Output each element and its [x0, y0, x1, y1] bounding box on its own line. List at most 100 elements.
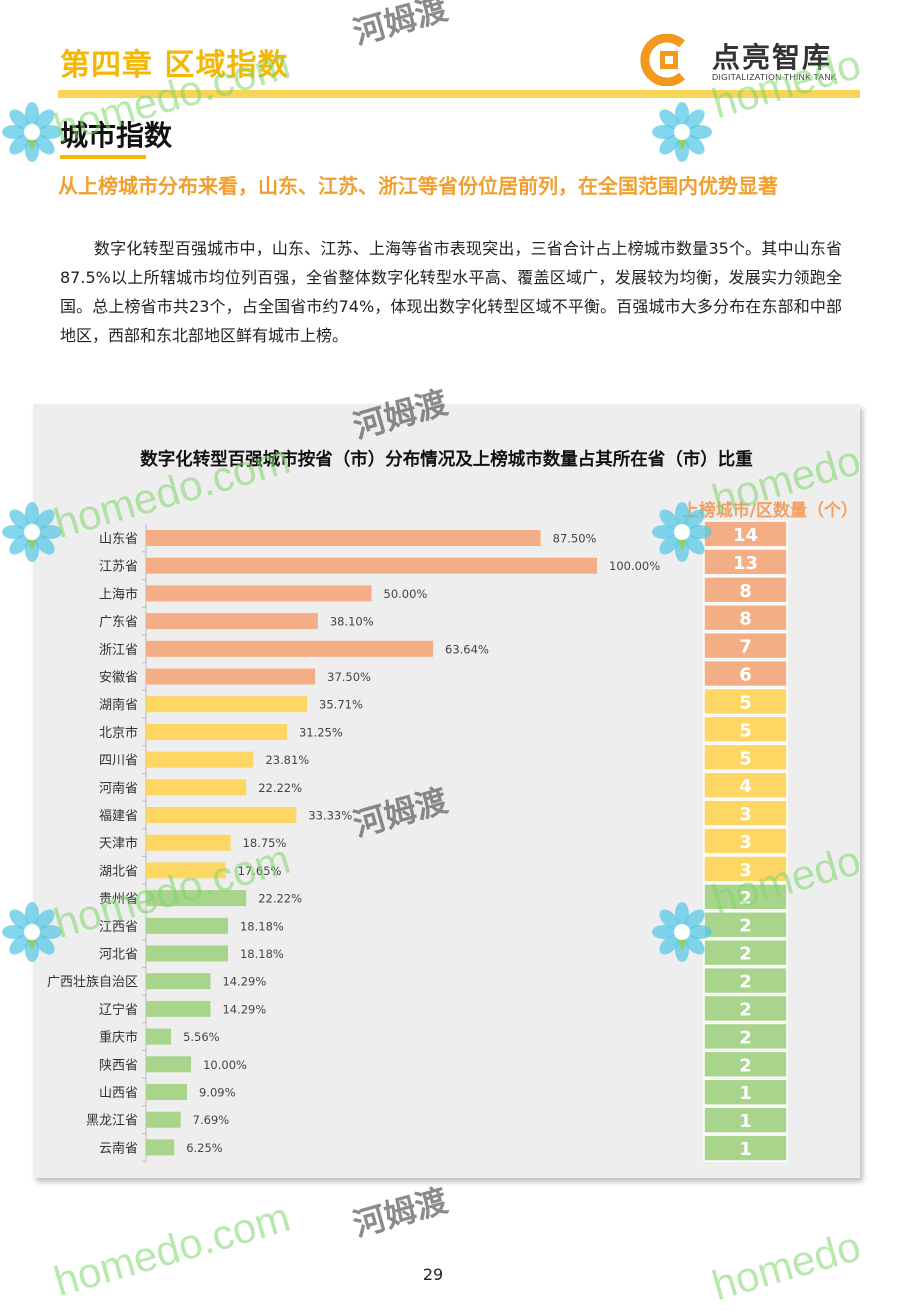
category-label: 陕西省 — [99, 1058, 138, 1073]
bar — [146, 751, 254, 768]
count-cell — [703, 659, 788, 688]
count-value: 13 — [733, 553, 758, 574]
category-label: 浙江省 — [99, 643, 138, 658]
category-label: 山东省 — [99, 532, 138, 547]
count-cell — [703, 1134, 788, 1162]
section-body-paragraph: 数字化转型百强城市中，山东、江苏、上海等省市表现突出，三省合计占上榜城市数量35… — [60, 239, 842, 345]
count-value: 2 — [739, 1027, 752, 1048]
bar — [146, 723, 287, 740]
bar-value-label: 33.33% — [308, 809, 352, 823]
page-number: 29 — [422, 1265, 444, 1284]
brand-subtitle: DIGITALIZATION THINK TANK — [712, 72, 837, 82]
count-value: 6 — [739, 665, 752, 686]
count-cell — [703, 743, 788, 771]
bar — [146, 890, 247, 907]
bar-value-label: 37.50% — [327, 670, 371, 684]
category-label: 辽宁省 — [99, 1002, 138, 1018]
count-cell — [703, 883, 788, 911]
chart-title: 数字化转型百强城市按省（市）分布情况及上榜城市数量占其所在省（市）比重 — [140, 450, 753, 470]
count-value: 2 — [739, 944, 752, 965]
count-value: 5 — [739, 720, 752, 741]
bar — [146, 1056, 192, 1073]
category-label: 重庆市 — [99, 1030, 138, 1046]
bar-value-label: 50.00% — [384, 587, 428, 601]
bar-value-label: 23.81% — [265, 753, 309, 767]
bar — [146, 640, 434, 657]
chapter-title: 第四章 区域指数 — [60, 48, 289, 83]
bar — [146, 834, 231, 851]
count-cell — [703, 855, 788, 883]
section-title-underline — [60, 155, 146, 159]
category-label: 江西省 — [99, 920, 138, 935]
count-cell — [703, 1050, 788, 1079]
bar-value-label: 18.75% — [243, 836, 287, 850]
count-cell — [703, 911, 788, 939]
count-value: 5 — [739, 748, 752, 769]
category-label: 广西壮族自治区 — [47, 974, 138, 990]
count-value: 1 — [739, 1139, 752, 1160]
count-value: 3 — [739, 832, 752, 853]
count-cell — [703, 1078, 788, 1106]
count-value: 1 — [739, 1083, 752, 1104]
category-label: 贵州省 — [99, 892, 138, 907]
count-value: 5 — [739, 692, 752, 713]
section-headline: 从上榜城市分布来看，山东、江苏、浙江等省份位居前列，在全国范围内优势显著 — [58, 174, 778, 198]
category-label: 安徽省 — [99, 671, 138, 686]
bar-value-label: 38.10% — [330, 615, 374, 629]
count-value: 14 — [733, 525, 758, 546]
category-label: 云南省 — [99, 1140, 138, 1156]
bar — [146, 530, 541, 546]
brand-logo-mark-icon — [640, 34, 686, 86]
bar — [146, 973, 211, 990]
bar — [146, 557, 597, 574]
bar-value-label: 10.00% — [203, 1058, 247, 1072]
bar-value-label: 7.69% — [193, 1113, 230, 1127]
category-label: 河北省 — [99, 948, 138, 963]
bar — [146, 807, 297, 823]
count-cell — [703, 1022, 788, 1051]
count-cell — [703, 1106, 788, 1134]
count-cell — [703, 799, 788, 827]
count-value: 4 — [739, 776, 752, 797]
watermark-site-text: homedo.com — [48, 1192, 296, 1306]
watermark-cn-text: 河姆渡 — [348, 1181, 452, 1245]
count-value: 2 — [739, 1055, 752, 1076]
bar-value-label: 14.29% — [222, 975, 266, 989]
bar — [146, 1028, 172, 1045]
bar-value-label: 63.64% — [445, 642, 489, 656]
bar — [146, 917, 228, 934]
bar-value-label: 100.00% — [609, 559, 660, 573]
bar — [146, 668, 316, 685]
category-label: 湖北省 — [99, 864, 138, 879]
category-label: 河南省 — [99, 780, 138, 796]
category-label: 天津市 — [99, 836, 138, 852]
count-cell — [703, 631, 788, 660]
bar — [146, 945, 228, 962]
bar-value-label: 18.18% — [240, 947, 284, 961]
brand-name: 点亮智库 — [712, 41, 833, 74]
bar — [146, 1000, 211, 1017]
category-label: 江苏省 — [99, 559, 138, 575]
count-cell — [703, 576, 788, 604]
count-value: 1 — [739, 1111, 752, 1132]
bar-value-label: 9.09% — [199, 1086, 236, 1100]
watermark-flower-icon — [650, 100, 714, 168]
count-value: 2 — [739, 999, 752, 1020]
category-label: 湖南省 — [99, 697, 138, 713]
category-label: 北京市 — [99, 725, 138, 741]
header-divider — [58, 90, 860, 98]
count-value: 8 — [739, 609, 752, 630]
bar-value-label: 5.56% — [183, 1030, 220, 1044]
count-column-header: 上榜城市/区数量（个） — [681, 501, 858, 521]
category-label: 广东省 — [99, 615, 138, 630]
bar-value-label: 17.65% — [238, 864, 282, 878]
bar-value-label: 35.71% — [319, 698, 363, 712]
bar — [146, 696, 308, 713]
count-value: 7 — [739, 637, 752, 658]
bar-value-label: 6.25% — [186, 1141, 223, 1155]
bar — [146, 862, 226, 879]
bar-value-label: 18.18% — [240, 919, 284, 933]
count-cell — [703, 994, 788, 1023]
category-label: 福建省 — [99, 809, 138, 824]
